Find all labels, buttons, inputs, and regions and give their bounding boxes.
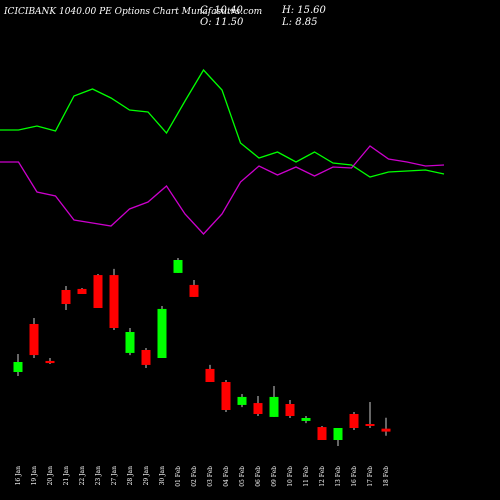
x-tick-label: 22 Jan: [79, 466, 86, 486]
candle-body: [173, 260, 183, 273]
x-tick-label: 16 Feb: [351, 466, 358, 487]
x-tick-label: 04 Feb: [223, 466, 230, 487]
candle-body: [157, 308, 167, 358]
candle-body: [93, 275, 103, 308]
indicator-line: [0, 68, 445, 178]
open-info: O: 11.50: [200, 17, 244, 28]
candle-body: [221, 382, 231, 410]
candle-body: [205, 368, 215, 382]
x-tick-label: 06 Feb: [255, 466, 262, 487]
candle-body: [269, 396, 279, 417]
x-tick-label: 21 Jan: [63, 466, 70, 486]
candle-body: [125, 332, 135, 353]
indicator-line: [0, 145, 445, 235]
close-info: C: 10.40: [200, 5, 243, 16]
candle-body: [189, 284, 199, 297]
x-tick-label: 23 Jan: [95, 466, 102, 486]
candle-body: [317, 427, 327, 440]
x-tick-label: 02 Feb: [191, 466, 198, 487]
candle-body: [381, 428, 391, 432]
candle-body: [13, 362, 23, 372]
candle-body: [253, 403, 263, 414]
x-tick-label: 09 Feb: [271, 466, 278, 487]
x-tick-label: 18 Feb: [383, 466, 390, 487]
x-tick-label: 17 Feb: [367, 466, 374, 487]
candle-body: [77, 288, 87, 294]
candle-body: [333, 428, 343, 440]
x-tick-label: 12 Feb: [319, 466, 326, 487]
high-info: H: 15.60: [281, 5, 327, 16]
x-tick-label: 11 Feb: [303, 466, 310, 487]
candle-body: [365, 424, 375, 426]
candle-body: [61, 290, 71, 304]
candle-body: [237, 396, 247, 405]
x-tick-label: 10 Feb: [287, 466, 294, 487]
x-tick-label: 29 Jan: [143, 466, 150, 486]
x-tick-label: 27 Jan: [111, 466, 118, 486]
x-tick-label: 19 Jan: [31, 466, 38, 486]
x-tick-label: 01 Feb: [175, 466, 182, 487]
candle-body: [141, 350, 151, 365]
x-tick-label: 03 Feb: [207, 466, 214, 487]
candle-body: [45, 360, 55, 364]
x-tick-label: 05 Feb: [239, 466, 246, 487]
low-info: L: 8.85: [281, 17, 317, 28]
x-tick-label: 20 Jan: [47, 466, 54, 486]
candle-body: [349, 414, 359, 428]
candle-body: [285, 404, 295, 416]
x-tick-label: 30 Jan: [159, 466, 166, 486]
chart-title: ICICIBANK 1040.00 PE Options Chart Munaf…: [3, 7, 262, 17]
candle-body: [109, 275, 119, 328]
x-tick-label: 16 Jan: [15, 466, 22, 486]
x-tick-label: 13 Feb: [335, 466, 342, 487]
candle-body: [29, 324, 39, 356]
x-tick-label: 28 Jan: [127, 466, 134, 486]
candle-body: [301, 418, 311, 421]
